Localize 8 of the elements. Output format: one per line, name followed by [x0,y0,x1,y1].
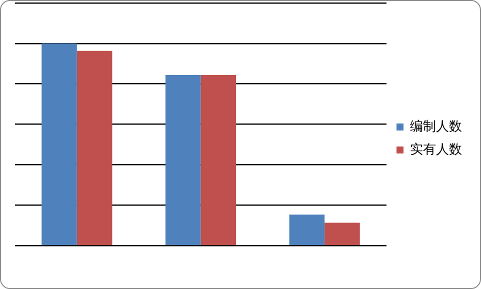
legend-label: 编制人数 [410,119,462,134]
bar [42,43,77,245]
bar [165,74,201,245]
bar [200,74,236,245]
legend-label: 实有人数 [410,142,462,158]
bar [289,214,325,245]
bar [76,50,112,245]
bar [324,222,360,245]
